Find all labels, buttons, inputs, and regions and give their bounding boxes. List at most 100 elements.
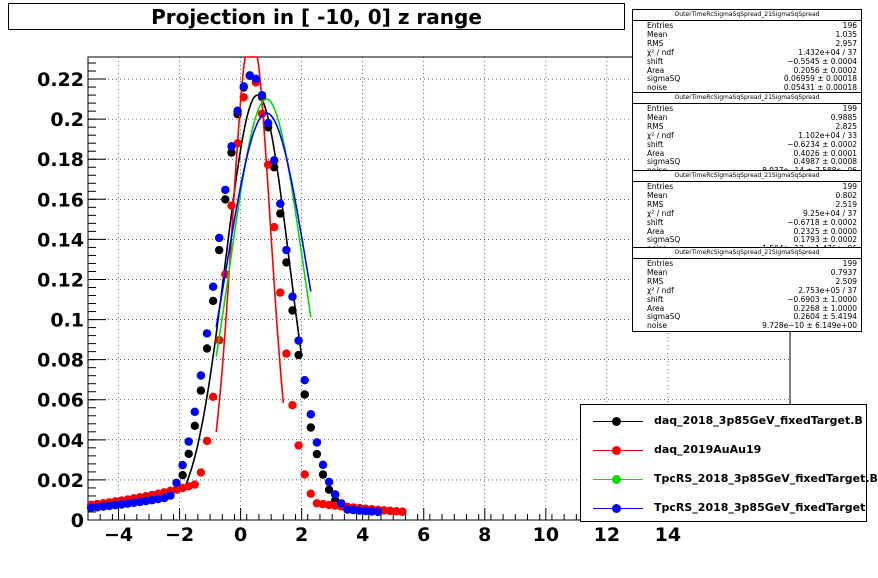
stat-key: Mean xyxy=(647,190,668,200)
data-point xyxy=(312,438,322,447)
legend: daq_2018_3p85GeV_fixedTarget.B daq_2019Au… xyxy=(580,404,878,523)
stat-key: Mean xyxy=(647,112,668,122)
stat-value: 0.2604 ± 5.4194 xyxy=(793,312,857,322)
data-point xyxy=(324,477,334,487)
data-point xyxy=(386,506,395,515)
stat-value: 199 xyxy=(842,259,857,268)
data-point xyxy=(270,156,279,165)
y-tick-label: 0.14 xyxy=(37,229,84,251)
stat-row: shift −0.6234 ± 0.0002 xyxy=(647,140,857,150)
stat-row: Entries 199 xyxy=(647,182,857,192)
stat-value: 196 xyxy=(842,21,857,30)
y-tick-label: 0.06 xyxy=(37,390,84,412)
stat-value: 0.7937 xyxy=(830,267,857,277)
stat-key: Entries xyxy=(647,104,674,113)
stat-value: 9.25e+04 / 37 xyxy=(803,208,857,218)
data-point xyxy=(202,329,212,338)
stat-key: noise xyxy=(647,321,667,331)
stat-key: Mean xyxy=(647,29,668,39)
stat-row: Entries 199 xyxy=(647,259,857,269)
x-tick-label: 12 xyxy=(594,524,620,546)
stat-row: RMS 2.509 xyxy=(647,277,857,287)
x-tick-label: 10 xyxy=(533,524,559,546)
data-point xyxy=(331,490,340,499)
data-point xyxy=(367,507,377,516)
stat-row: χ² / ndf 9.25e+04 / 37 xyxy=(647,208,857,219)
x-tick-label: 2 xyxy=(295,524,308,546)
stat-key: Area xyxy=(647,303,665,313)
data-point xyxy=(343,505,352,514)
data-point xyxy=(215,245,224,255)
data-point xyxy=(318,460,328,469)
stat-row: χ² / ndf 1.102e+04 / 33 xyxy=(647,131,857,141)
data-point xyxy=(178,471,187,480)
data-point xyxy=(276,288,285,297)
stat-key: sigmaSQ xyxy=(647,235,681,245)
stat-row: Area 0.2325 ± 0.0000 xyxy=(647,227,857,237)
y-tick-label: 0.2 xyxy=(50,109,84,131)
data-point xyxy=(282,349,291,358)
stat-box-2: OuterTimeRcSigmaSqSpread_21SigmaSqSpread… xyxy=(632,170,862,256)
y-tick-label: 0.12 xyxy=(37,269,84,291)
stat-value: 0.9885 xyxy=(830,112,857,122)
data-point xyxy=(105,501,114,511)
legend-marker xyxy=(612,417,621,426)
stat-value: 199 xyxy=(842,182,857,191)
data-point xyxy=(263,160,273,169)
series-3 xyxy=(86,71,383,517)
y-tick-label: 0.08 xyxy=(37,350,84,372)
legend-entry-1: daq_2019AuAu19 xyxy=(581,436,866,465)
stat-key: χ² / ndf xyxy=(647,47,674,57)
data-point xyxy=(349,505,358,515)
data-point xyxy=(239,93,248,102)
stat-key: Entries xyxy=(647,182,674,191)
x-tick-label: −2 xyxy=(165,524,194,546)
stat-value: 199 xyxy=(842,104,857,113)
data-point xyxy=(355,506,364,515)
data-point xyxy=(86,503,96,513)
stat-key: sigmaSQ xyxy=(647,312,681,322)
data-point xyxy=(202,344,212,353)
stat-row: Mean 1.035 xyxy=(647,29,857,40)
data-point xyxy=(184,437,193,446)
data-point xyxy=(373,507,383,517)
stat-key: Entries xyxy=(647,21,674,30)
stat-key: χ² / ndf xyxy=(647,208,674,218)
stat-key: Area xyxy=(647,65,665,75)
stat-box-header: OuterTimeRcSigmaSqSpread_21SigmaSqSpread xyxy=(633,10,861,21)
data-point xyxy=(300,470,309,479)
data-point xyxy=(190,480,199,489)
fit-curve-2 xyxy=(215,98,312,357)
x-tick-label: 4 xyxy=(356,524,369,546)
data-point xyxy=(99,502,108,511)
stat-box-header: OuterTimeRcSigmaSqSpread_21SigmaSqSpread xyxy=(633,93,861,104)
legend-label: TpcRS_2018_3p85GeV_fixedTarget.B xyxy=(654,472,878,485)
stat-key: noise xyxy=(647,83,667,93)
stat-box-header: OuterTimeRcSigmaSqSpread_21SigmaSqSpread xyxy=(633,171,861,182)
data-point xyxy=(111,501,120,510)
stat-row: shift −0.5545 ± 0.0004 xyxy=(647,56,857,67)
stat-row: Area 0.2056 ± 0.0002 xyxy=(647,65,857,76)
data-point xyxy=(300,376,309,385)
stat-key: shift xyxy=(647,56,664,66)
data-point xyxy=(208,282,218,291)
stat-row: sigmaSQ 0.1793 ± 0.0002 xyxy=(647,236,857,245)
stat-key: RMS xyxy=(647,121,664,131)
stat-key: shift xyxy=(647,217,664,227)
data-point xyxy=(276,199,285,208)
legend-label: daq_2018_3p85GeV_fixedTarget.B xyxy=(654,414,863,427)
stat-value: −0.5545 ± 0.0004 xyxy=(787,56,857,66)
stat-key: sigmaSQ xyxy=(647,157,681,167)
data-point xyxy=(227,142,236,151)
chart-title: Projection in [ -10, 0] z range xyxy=(8,3,625,30)
stat-row: sigmaSQ 0.4987 ± 0.0008 xyxy=(647,158,857,167)
data-point xyxy=(239,82,248,91)
stat-row: RMS 2.825 xyxy=(647,121,857,132)
legend-marker xyxy=(612,446,621,455)
data-point xyxy=(294,441,303,450)
data-point xyxy=(306,423,315,432)
data-point xyxy=(312,449,322,459)
stat-value: −0.6718 ± 0.0002 xyxy=(787,217,857,227)
stat-row: RMS 2.957 xyxy=(647,39,857,49)
legend-entry-3: TpcRS_2018_3p85GeV_fixedTarget xyxy=(581,494,866,523)
